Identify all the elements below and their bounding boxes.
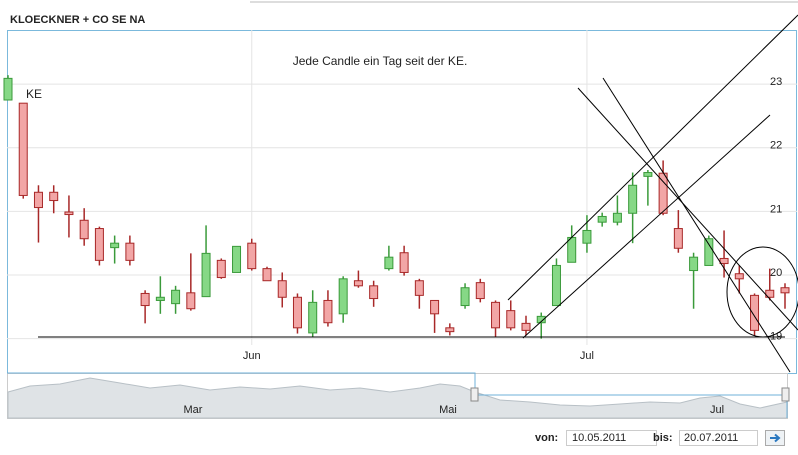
y-tick-label: 23 xyxy=(770,76,782,88)
candle-body xyxy=(551,264,561,307)
candle-body xyxy=(536,315,546,324)
candle-body xyxy=(445,327,455,333)
candle-body xyxy=(643,172,653,177)
candle-body xyxy=(491,301,501,329)
candle-body xyxy=(186,292,196,310)
navigator-label: Mai xyxy=(439,404,457,416)
candle-body xyxy=(49,191,59,202)
apply-arrow xyxy=(770,433,781,443)
annotation: KE xyxy=(26,87,42,101)
candle-body xyxy=(171,289,181,305)
candle-body xyxy=(79,219,89,240)
navigator: Mar Mai Jul xyxy=(7,372,790,419)
drawn-trendlines xyxy=(38,14,798,373)
from-label: von: xyxy=(535,432,558,444)
candle-body xyxy=(384,256,394,270)
candle-body xyxy=(201,252,211,298)
candle-body xyxy=(18,102,28,196)
candle-body xyxy=(3,77,13,101)
x-tick-label: Jun xyxy=(243,350,261,362)
candle-body xyxy=(110,242,120,249)
candle-body xyxy=(33,191,43,209)
candle-body xyxy=(719,257,729,265)
candle-body xyxy=(612,212,622,223)
candle-body xyxy=(506,310,516,329)
candle-body xyxy=(689,256,699,272)
to-input[interactable] xyxy=(679,430,758,446)
x-tick-label: Jul xyxy=(580,350,594,362)
candle-body xyxy=(521,322,531,331)
from-date: 10.05.2011 xyxy=(572,432,626,444)
candle-body xyxy=(399,252,409,273)
candle-body xyxy=(277,280,287,298)
candle-body xyxy=(216,259,226,279)
candle-body xyxy=(460,287,470,307)
candle-body xyxy=(125,242,135,261)
candle-body xyxy=(628,184,638,214)
candle-body xyxy=(734,273,744,280)
candle-body xyxy=(750,294,760,331)
candle-body xyxy=(292,296,302,329)
date-controls: von: 10.05.2011 bis: 20.07.2011 xyxy=(535,430,785,446)
annotation: Jede Candle ein Tag seit der KE. xyxy=(293,54,468,68)
candle-body xyxy=(673,228,683,249)
candle-body xyxy=(780,287,790,294)
candle-body xyxy=(64,211,74,216)
candle-body xyxy=(475,282,485,300)
plot-frame xyxy=(7,30,797,374)
navigator-label: Mar xyxy=(184,404,203,416)
to-date: 20.07.2011 xyxy=(684,432,738,444)
from-input[interactable] xyxy=(566,430,657,446)
chart-title: KLOECKNER + CO SE NA xyxy=(10,14,145,26)
y-tick-label: 21 xyxy=(770,203,782,215)
candle-body xyxy=(155,296,165,301)
candle-body xyxy=(765,289,775,298)
candle-body xyxy=(262,268,272,282)
candle-body xyxy=(232,245,242,273)
y-tick-label: 22 xyxy=(770,140,782,152)
candle-body xyxy=(369,285,379,300)
candle-body xyxy=(567,236,577,263)
to-label: bis: xyxy=(653,432,673,444)
candle-body xyxy=(94,228,104,261)
candle-body xyxy=(353,280,363,287)
candle-body xyxy=(338,278,348,315)
candle-body xyxy=(414,280,424,296)
candle-body xyxy=(582,229,592,244)
navigator-label: Jul xyxy=(710,404,724,416)
candle-body xyxy=(323,299,333,324)
candle-body xyxy=(597,215,607,223)
candle-body xyxy=(247,242,257,270)
candle-body xyxy=(704,238,714,266)
y-tick-label: 20 xyxy=(770,267,782,279)
candle-body xyxy=(430,299,440,315)
candle-body xyxy=(140,292,150,307)
candle-body xyxy=(308,301,318,334)
